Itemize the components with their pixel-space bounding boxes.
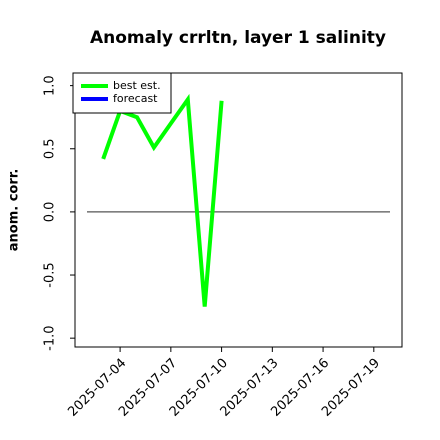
y-tick-label: 0.0 — [43, 202, 58, 223]
chart-title: Anomaly crrltn, layer 1 salinity — [90, 28, 386, 48]
y-axis-label: anom. corr. — [7, 169, 22, 252]
y-tick-label: -0.5 — [43, 262, 58, 287]
legend-label: best est. — [113, 79, 161, 92]
y-tick-label: 0.5 — [43, 138, 58, 159]
legend-label: forecast — [113, 92, 158, 105]
y-tick-label: 1.0 — [43, 75, 58, 96]
plot-frame — [74, 72, 403, 348]
data-line — [101, 93, 224, 307]
y-tick-label: -1.0 — [43, 325, 58, 350]
legend-box — [72, 72, 172, 114]
